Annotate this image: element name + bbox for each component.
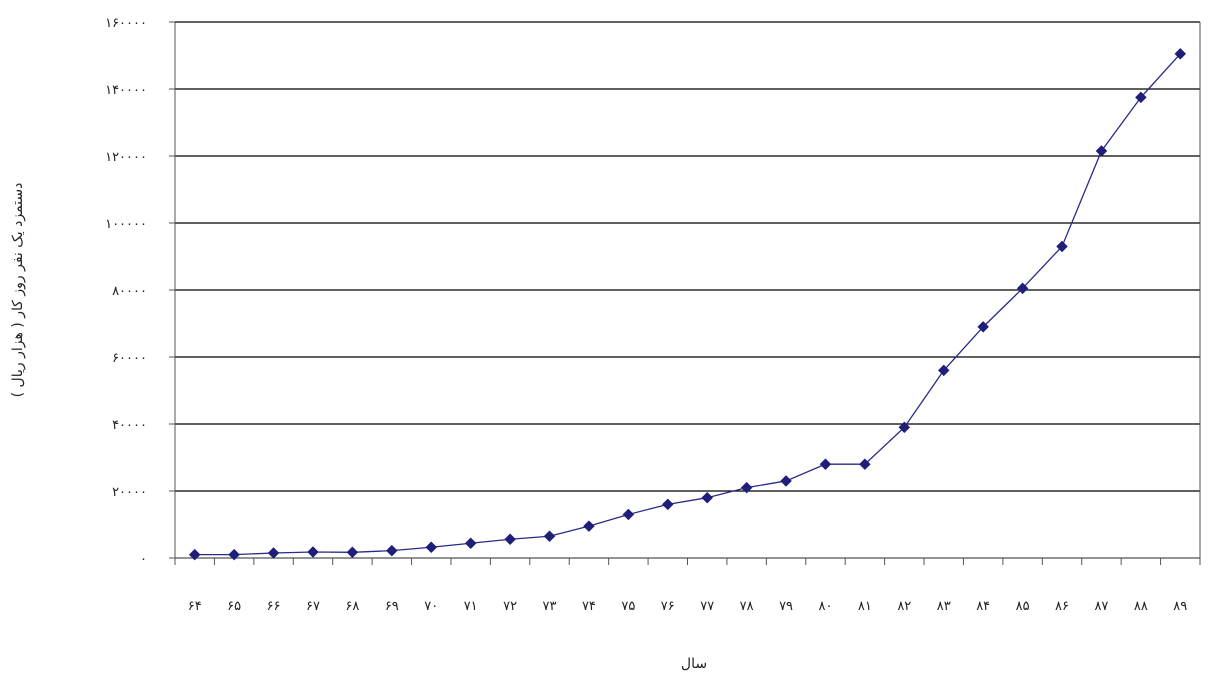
x-tick-label: ۸۳: [937, 599, 951, 614]
data-point: [898, 421, 911, 434]
x-tick-label: ۸۱: [858, 599, 872, 614]
y-tick-label: ۱۲۰۰۰۰: [105, 150, 147, 165]
series-line: [194, 53, 1181, 556]
x-tick-label: ۷۹: [779, 599, 793, 614]
x-tick-label: ۶۵: [227, 599, 241, 614]
data-point: [385, 544, 398, 557]
data-point: [543, 530, 556, 543]
data-point: [1016, 282, 1029, 295]
y-tick-label: ۱۴۰۰۰۰: [105, 83, 147, 98]
x-tick-label: ۷۴: [582, 599, 596, 614]
x-tick-label: ۶۶: [267, 599, 281, 614]
x-tick-label: ۷۰: [424, 599, 438, 614]
x-tick-label: ۸۸: [1134, 599, 1148, 614]
y-tick-label: ۸۰۰۰۰: [112, 284, 147, 299]
data-point: [977, 320, 990, 333]
x-tick-label: ۸۵: [1016, 599, 1030, 614]
series-layer: [188, 47, 1187, 561]
data-point: [188, 548, 201, 561]
data-point: [583, 520, 595, 533]
data-point: [1056, 240, 1068, 253]
data-point: [1095, 145, 1108, 157]
y-tick-label: ۶۰۰۰۰: [112, 351, 147, 366]
data-point: [1135, 91, 1147, 104]
y-tick-label: ۴۰۰۰۰: [112, 418, 147, 433]
y-tick-label: ۱۰۰۰۰۰: [105, 217, 147, 232]
data-point: [307, 546, 319, 558]
data-point: [780, 475, 792, 487]
x-tick-label: ۸۹: [1173, 599, 1187, 614]
data-point: [464, 537, 477, 550]
x-tick-label: ۶۸: [345, 599, 359, 614]
x-tick-label: ۸۰: [818, 599, 832, 614]
data-point: [937, 364, 950, 377]
y-tick-label: ۰: [140, 552, 147, 567]
x-tick-label: ۷۸: [740, 599, 754, 614]
data-point: [228, 548, 240, 561]
x-axis-title: سال: [681, 656, 707, 672]
data-point: [859, 458, 871, 471]
data-point: [1174, 47, 1187, 60]
x-tick-label: ۶۴: [188, 599, 202, 614]
data-point: [661, 498, 674, 511]
data-point: [504, 533, 516, 546]
data-point: [425, 541, 438, 554]
x-tick-labels: ۶۴ ۶۵ ۶۶ ۶۷ ۶۸ ۶۹ ۷۰ ۷۱ ۷۲ ۷۳ ۷۴ ۷۵ ۷۶ ۷۷ ۷۸ ۷۹ ۸۰ ۸۱ ۸۲ ۸۳…: [188, 599, 1188, 614]
x-tick-label: ۷۶: [661, 599, 675, 614]
x-tick-label: ۷۷: [700, 599, 714, 614]
x-tick-label: ۸۴: [976, 599, 990, 614]
data-point: [701, 491, 714, 504]
data-point: [622, 508, 635, 521]
y-tick-labels: ۰ ۲۰۰۰۰ ۴۰۰۰۰ ۶۰۰۰۰ ۸۰۰۰۰ ۱۰۰۰۰۰ ۱۲۰۰۰۰ ۱۴۰۰۰۰ ۱…: [105, 16, 147, 567]
x-tick-label: ۶۷: [306, 599, 320, 614]
y-axis-title: دستمزد یک نفر روز کار ( هزار ریال ): [10, 183, 26, 398]
y-tick-label: ۱۶۰۰۰۰: [105, 16, 147, 31]
x-tick-label: ۷۳: [543, 599, 557, 614]
data-point: [267, 547, 280, 559]
plot-frame: [169, 21, 1201, 565]
y-tick-label: ۲۰۰۰۰: [112, 485, 147, 500]
x-tick-label: ۷۱: [464, 599, 478, 614]
x-tick-label: ۸۲: [897, 599, 911, 614]
x-tick-label: ۷۲: [503, 599, 517, 614]
x-tick-label: ۸۷: [1094, 599, 1108, 614]
x-tick-label: ۷۵: [621, 599, 635, 614]
data-point: [346, 546, 359, 559]
data-point: [740, 481, 753, 494]
data-point: [819, 458, 832, 471]
x-tick-label: ۸۶: [1055, 599, 1069, 614]
gridlines: [175, 21, 1200, 492]
x-tick-label: ۶۹: [385, 599, 399, 614]
